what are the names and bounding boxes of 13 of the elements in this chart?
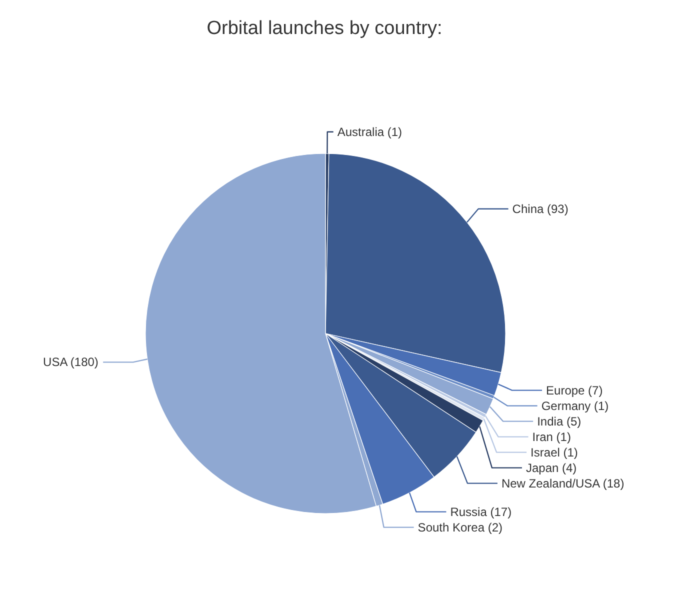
slice-label: Europe (7) <box>546 383 603 398</box>
slice-label: South Korea (2) <box>418 520 503 534</box>
slice-label: Australia (1) <box>337 124 402 139</box>
slice-label: Russia (17) <box>450 504 512 519</box>
slice-label: China (93) <box>512 202 568 216</box>
slice-label: USA (180) <box>43 355 98 370</box>
slice-label: India (5) <box>537 414 582 428</box>
slice-label: New Zealand/USA (18) <box>501 476 624 490</box>
chart-title: Orbital launches by country: <box>206 18 442 39</box>
slice-label: Israel (1) <box>530 445 578 460</box>
slice-label: Iran (1) <box>532 430 571 444</box>
slice-label: Japan (4) <box>526 460 577 475</box>
slice-label: Germany (1) <box>541 398 609 413</box>
